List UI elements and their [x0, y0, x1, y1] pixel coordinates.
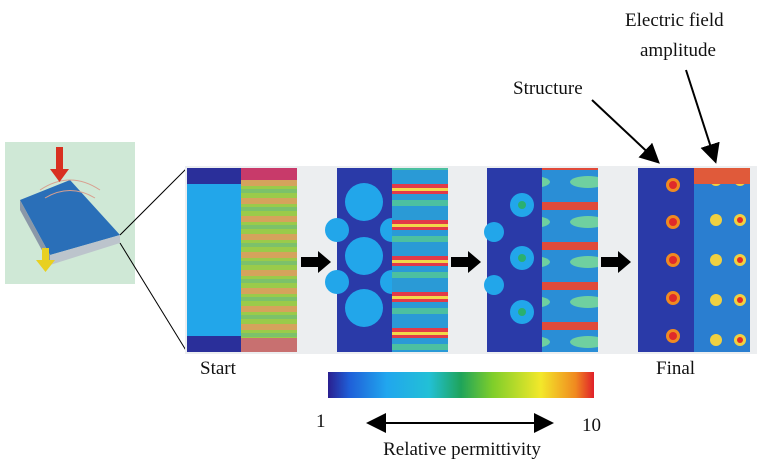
pointer-arrow [592, 100, 657, 161]
figure: Electric field amplitude Structure Start… [0, 0, 762, 463]
colorbar-label: Relative permittivity [383, 439, 541, 460]
field-map [542, 168, 598, 352]
annotation: amplitude [640, 40, 716, 61]
colorbar-min: 1 [316, 411, 326, 432]
annotation: Electric field [625, 10, 724, 31]
annotation: Structure [513, 78, 583, 99]
colorbar [328, 372, 594, 398]
panel-label: Start [200, 358, 237, 379]
colorbar-max: 10 [582, 415, 601, 436]
pointer-arrow [686, 70, 715, 160]
field-map [241, 168, 297, 352]
field-map [392, 168, 448, 352]
zoom-line [120, 243, 187, 352]
panel-label: Final [656, 358, 695, 379]
field-map [694, 168, 750, 352]
